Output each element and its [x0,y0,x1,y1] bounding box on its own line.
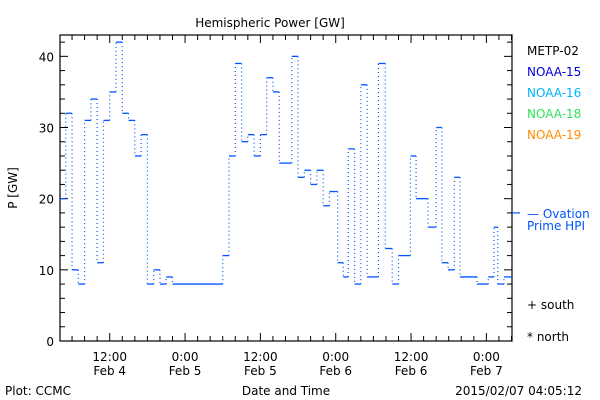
legend-metp-02: METP-02 [527,44,579,58]
footer-credit: Plot: CCMC [5,384,71,398]
y-axis: 0 10 20 30 40 [39,41,512,349]
y-tick-label: 0 [46,335,54,349]
x-axis-label: Date and Time [242,384,330,398]
x-tick-date-label: Feb 6 [319,364,352,378]
x-tick-time-label: 0:00 [172,350,199,364]
legend-noaa-15: NOAA-15 [527,65,582,79]
x-tick-time-label: 12:00 [92,350,127,364]
x-tick-date-label: Feb 7 [470,364,503,378]
x-tick-date-label: Feb 6 [395,364,428,378]
legend-noaa-16: NOAA-16 [527,86,582,100]
legend-north: * north [527,330,570,344]
x-tick-time-label: 12:00 [394,350,429,364]
plot-frame [59,34,513,342]
legend-ovation-line1: — Ovation [527,207,590,221]
legend-ovation-line2: Prime HPI [527,219,585,233]
x-tick-time-label: 0:00 [322,350,349,364]
x-tick-date-label: Feb 4 [93,364,126,378]
y-tick-label: 30 [39,122,54,136]
y-tick-label: 10 [39,264,54,278]
legend-noaa-18: NOAA-18 [527,107,582,121]
y-tick-label: 40 [39,50,54,64]
x-tick-date-label: Feb 5 [244,364,277,378]
y-tick-label: 20 [39,193,54,207]
y-axis-label: P [GW] [6,167,20,209]
x-tick-time-label: 0:00 [473,350,500,364]
chart-title: Hemispheric Power [GW] [195,16,345,30]
legend-south: + south [527,298,575,312]
x-tick-time-label: 12:00 [243,350,278,364]
footer-timestamp: 2015/02/07 04:05:12 [455,384,582,398]
x-tick-date-label: Feb 5 [169,364,202,378]
series-noaa-15 [60,41,512,285]
legend-noaa-19: NOAA-19 [527,128,582,142]
